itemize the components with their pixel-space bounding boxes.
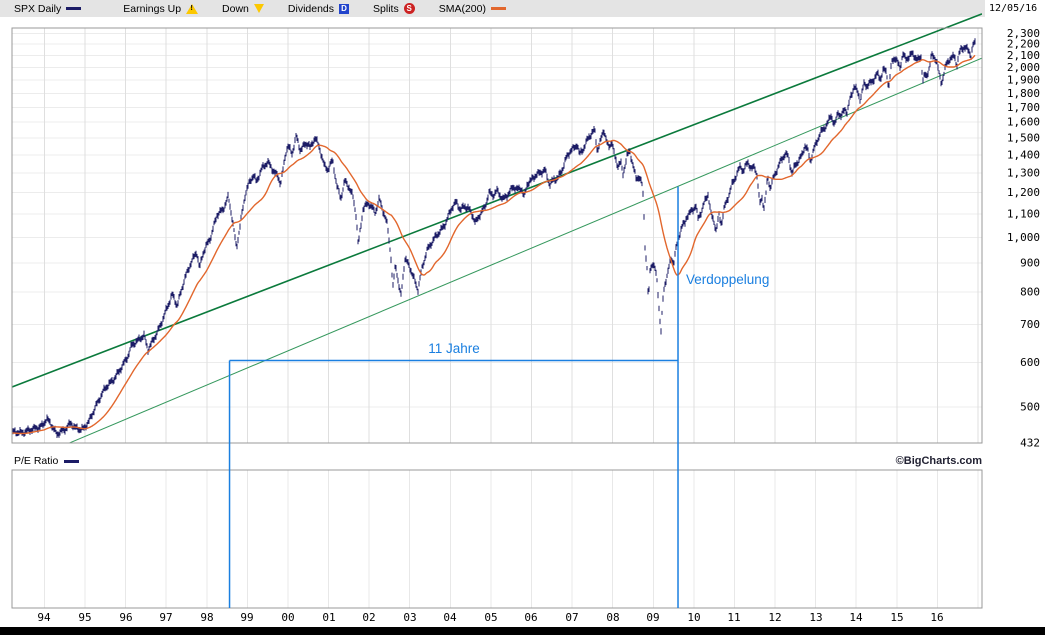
x-axis-label: 15 <box>890 611 903 624</box>
x-axis-label: 02 <box>362 611 375 624</box>
y-axis-label: 600 <box>1020 356 1040 369</box>
y-axis-label: 2,100 <box>1007 49 1040 62</box>
y-axis-label: 500 <box>1020 401 1040 414</box>
chart-date: 12/05/16 <box>989 3 1038 14</box>
pe-ratio-label: P/E Ratio <box>14 455 59 467</box>
x-axis-label: 04 <box>443 611 457 624</box>
x-axis-label: 10 <box>687 611 700 624</box>
annotation-11-jahre: 11 Jahre <box>428 341 480 356</box>
x-axis-label: 95 <box>78 611 91 624</box>
x-axis-label: 97 <box>159 611 172 624</box>
legend-symbol: SPX Daily <box>14 2 82 15</box>
sma-label: SMA(200) <box>438 2 486 15</box>
legend-earnings-up: Earnings Up <box>123 2 199 15</box>
legend-bar: SPX Daily Earnings Up Down Dividends D S… <box>0 0 985 17</box>
earnings-up-warning-icon <box>186 3 199 14</box>
y-axis-label: 1,100 <box>1007 208 1040 221</box>
earnings-up-label: Earnings Up <box>123 2 182 15</box>
bottom-black-bar <box>0 627 1045 635</box>
x-axis-label: 16 <box>930 611 943 624</box>
y-axis-label: 1,000 <box>1007 231 1040 244</box>
splits-label: Splits <box>373 2 399 15</box>
x-axis-label: 94 <box>37 611 51 624</box>
y-axis-label: 900 <box>1020 257 1040 270</box>
y-axis-label: 700 <box>1020 318 1040 331</box>
x-axis-label: 03 <box>403 611 416 624</box>
x-axis-label: 00 <box>281 611 294 624</box>
split-marker-icon: S <box>403 3 415 14</box>
dividends-label: Dividends <box>287 2 335 15</box>
x-axis-label: 12 <box>768 611 781 624</box>
y-axis-label: 800 <box>1020 286 1040 299</box>
legend-dividends: Dividends D <box>287 2 350 15</box>
y-axis-label: 1,900 <box>1007 74 1040 87</box>
legend-earnings-down: Down <box>222 3 264 15</box>
y-axis-label: 2,300 <box>1007 27 1040 40</box>
x-axis-label: 09 <box>646 611 659 624</box>
earnings-down-label: Down <box>222 2 249 15</box>
x-axis-label: 96 <box>119 611 132 624</box>
x-axis-label: 06 <box>524 611 537 624</box>
x-axis-label: 14 <box>849 611 863 624</box>
y-axis-label: 432 <box>1020 437 1040 450</box>
x-axis-label: 98 <box>200 611 213 624</box>
x-axis-label: 11 <box>727 611 740 624</box>
y-axis-label: 1,400 <box>1007 148 1040 161</box>
bigcharts-credit: ©BigCharts.com <box>895 455 982 467</box>
y-axis-label: 1,800 <box>1007 87 1040 100</box>
x-axis-label: 13 <box>809 611 822 624</box>
y-axis-label: 2,000 <box>1007 61 1040 74</box>
earnings-down-arrow-icon <box>253 4 264 13</box>
x-axis-label: 05 <box>484 611 497 624</box>
x-axis-label: 99 <box>240 611 253 624</box>
legend-sma: SMA(200) <box>439 3 506 15</box>
y-axis-label: 1,200 <box>1007 186 1040 199</box>
y-axis-label: 2,200 <box>1007 38 1040 51</box>
symbol-label: SPX Daily <box>14 2 62 15</box>
y-axis-label: 1,700 <box>1007 101 1040 114</box>
dividend-marker-icon: D <box>339 3 350 14</box>
y-axis-label: 1,300 <box>1007 167 1040 180</box>
pe-line-swatch-icon <box>64 459 80 463</box>
y-axis-label: 1,600 <box>1007 116 1040 129</box>
x-axis-label: 01 <box>322 611 335 624</box>
x-axis-label: 07 <box>565 611 578 624</box>
sma-line-swatch-icon <box>490 7 506 10</box>
price-line-swatch-icon <box>66 7 82 10</box>
y-axis-label: 1,500 <box>1007 132 1040 145</box>
pe-ratio-legend: P/E Ratio <box>14 455 80 467</box>
legend-splits: Splits S <box>373 3 415 15</box>
x-axis-label: 08 <box>606 611 619 624</box>
annotation-verdoppelung: Verdoppelung <box>686 272 769 287</box>
